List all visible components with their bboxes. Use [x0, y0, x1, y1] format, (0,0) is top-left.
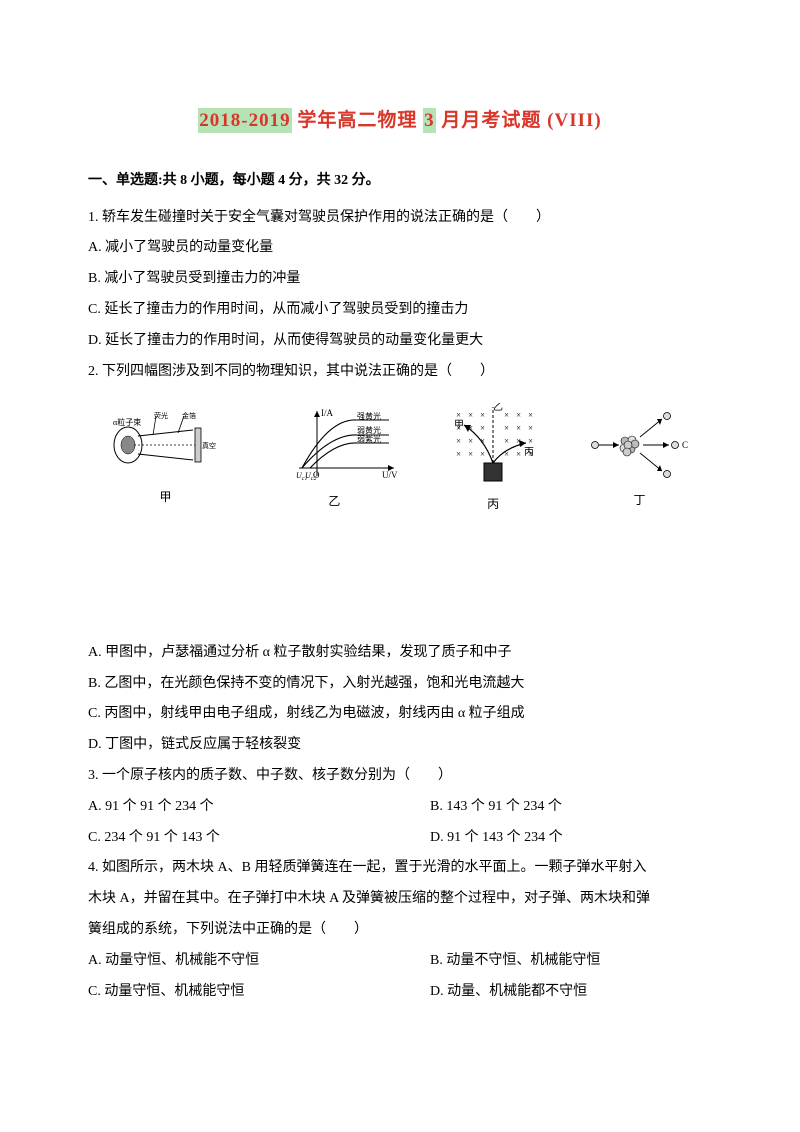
- q2-option-a: A. 甲图中，卢瑟福通过分析 α 粒子散射实验结果，发现了质子和中子: [88, 638, 712, 669]
- question-2: 2. 下列四幅图涉及到不同的物理知识，其中说法正确的是（ ）: [88, 357, 712, 388]
- svg-text:强黄光: 强黄光: [357, 411, 381, 421]
- svg-text:×: ×: [528, 436, 533, 446]
- q2-option-c: C. 丙图中，射线甲由电子组成，射线乙为电磁波，射线丙由 α 粒子组成: [88, 699, 712, 730]
- svg-text:×: ×: [456, 410, 461, 420]
- diagram-label-bing: 丙: [487, 491, 499, 517]
- svg-text:甲: 甲: [454, 420, 464, 431]
- q4-stem-3: 簧组成的系统，下列说法中正确的是（ ）: [88, 915, 712, 946]
- title-part2: 学年高二物理: [292, 110, 424, 131]
- svg-text:U/V: U/V: [382, 470, 398, 480]
- svg-text:×: ×: [480, 449, 485, 459]
- q3-option-a: A. 91 个 91 个 234 个: [88, 792, 370, 823]
- svg-text:C: C: [682, 440, 688, 450]
- question-3: 3. 一个原子核内的质子数、中子数、核子数分别为（ ） A. 91 个 91 个…: [88, 761, 712, 853]
- diagram-bing: ×××××× ×××××× ×××××× ×××××× 乙 甲 丙 丙: [446, 403, 541, 517]
- diagram-ding: C 丁: [587, 407, 692, 513]
- diagrams-row: α粒子束 荧光 金箔 真空 甲 I/A U/V O Uc1 Uc2 强黄光 弱黄…: [88, 403, 712, 517]
- diagram-label-ding: 丁: [633, 487, 645, 513]
- q3-option-c: C. 234 个 91 个 143 个: [88, 823, 370, 854]
- exam-title: 2018-2019 学年高二物理 3 月月考试题 (VIII): [88, 100, 712, 142]
- q1-option-a: A. 减小了驾驶员的动量变化量: [88, 233, 712, 264]
- diagram-label-jia: 甲: [159, 484, 171, 510]
- svg-text:乙: 乙: [493, 403, 503, 413]
- q3-option-d: D. 91 个 143 个 234 个: [370, 823, 712, 854]
- title-part3: 3: [423, 108, 436, 133]
- svg-text:×: ×: [504, 410, 509, 420]
- svg-text:荧光: 荧光: [154, 411, 168, 420]
- q2-stem: 2. 下列四幅图涉及到不同的物理知识，其中说法正确的是（ ）: [88, 357, 712, 388]
- svg-text:×: ×: [456, 449, 461, 459]
- q4-option-c: C. 动量守恒、机械能守恒: [88, 977, 370, 1008]
- svg-text:×: ×: [516, 410, 521, 420]
- svg-text:金箔: 金箔: [182, 411, 196, 420]
- svg-text:×: ×: [504, 436, 509, 446]
- q1-option-c: C. 延长了撞击力的作用时间，从而减小了驾驶员受到的撞击力: [88, 295, 712, 326]
- question-2-options: A. 甲图中，卢瑟福通过分析 α 粒子散射实验结果，发现了质子和中子 B. 乙图…: [88, 638, 712, 761]
- chain-reaction-icon: C: [587, 407, 692, 483]
- svg-text:×: ×: [504, 423, 509, 433]
- svg-text:×: ×: [468, 436, 473, 446]
- svg-text:×: ×: [456, 436, 461, 446]
- title-part4: 月月考试题 (VIII): [436, 110, 602, 131]
- question-4: 4. 如图所示，两木块 A、B 用轻质弹簧连在一起，置于光滑的水平面上。一颗子弹…: [88, 853, 712, 1007]
- q2-option-d: D. 丁图中，链式反应属于轻核裂变: [88, 730, 712, 761]
- svg-text:×: ×: [528, 410, 533, 420]
- q2-option-b: B. 乙图中，在光颜色保持不变的情况下，入射光越强，饱和光电流越大: [88, 669, 712, 700]
- diagram-label-yi: 乙: [328, 488, 340, 514]
- radiation-magnetic-field-icon: ×××××× ×××××× ×××××× ×××××× 乙 甲 丙: [446, 403, 541, 487]
- svg-text:弱紫光: 弱紫光: [357, 434, 381, 444]
- diagram-yi: I/A U/V O Uc1 Uc2 强黄光 弱黄光 弱紫光 乙: [269, 406, 399, 514]
- title-part1: 2018-2019: [198, 108, 291, 133]
- alpha-scattering-diagram-icon: α粒子束 荧光 金箔 真空: [108, 410, 223, 480]
- diagram-jia: α粒子束 荧光 金箔 真空 甲: [108, 410, 223, 510]
- svg-text:真空: 真空: [202, 441, 216, 450]
- q1-stem: 1. 轿车发生碰撞时关于安全气囊对驾驶员保护作用的说法正确的是（ ）: [88, 203, 712, 234]
- svg-text:丙: 丙: [524, 447, 534, 458]
- svg-text:弱黄光: 弱黄光: [357, 425, 381, 435]
- svg-text:α粒子束: α粒子束: [113, 417, 141, 427]
- svg-text:×: ×: [516, 423, 521, 433]
- q4-option-d: D. 动量、机械能都不守恒: [370, 977, 712, 1008]
- svg-text:I/A: I/A: [321, 408, 333, 418]
- svg-text:×: ×: [528, 423, 533, 433]
- q3-stem: 3. 一个原子核内的质子数、中子数、核子数分别为（ ）: [88, 761, 712, 792]
- svg-text:×: ×: [468, 449, 473, 459]
- question-1: 1. 轿车发生碰撞时关于安全气囊对驾驶员保护作用的说法正确的是（ ） A. 减小…: [88, 203, 712, 357]
- svg-text:×: ×: [516, 449, 521, 459]
- q3-option-b: B. 143 个 91 个 234 个: [370, 792, 712, 823]
- q4-stem-2: 木块 A，并留在其中。在子弹打中木块 A 及弹簧被压缩的整个过程中，对子弹、两木…: [88, 884, 712, 915]
- q4-stem-1: 4. 如图所示，两木块 A、B 用轻质弹簧连在一起，置于光滑的水平面上。一颗子弹…: [88, 853, 712, 884]
- q1-option-b: B. 减小了驾驶员受到撞击力的冲量: [88, 264, 712, 295]
- q4-option-b: B. 动量不守恒、机械能守恒: [370, 946, 712, 977]
- svg-text:×: ×: [480, 423, 485, 433]
- photoelectric-iv-chart-icon: I/A U/V O Uc1 Uc2 强黄光 弱黄光 弱紫光: [269, 406, 399, 484]
- svg-text:×: ×: [480, 410, 485, 420]
- q1-option-d: D. 延长了撞击力的作用时间，从而使得驾驶员的动量变化量更大: [88, 326, 712, 357]
- svg-text:×: ×: [468, 410, 473, 420]
- q4-option-a: A. 动量守恒、机械能不守恒: [88, 946, 370, 977]
- section-1-heading: 一、单选题:共 8 小题，每小题 4 分，共 32 分。: [88, 166, 712, 197]
